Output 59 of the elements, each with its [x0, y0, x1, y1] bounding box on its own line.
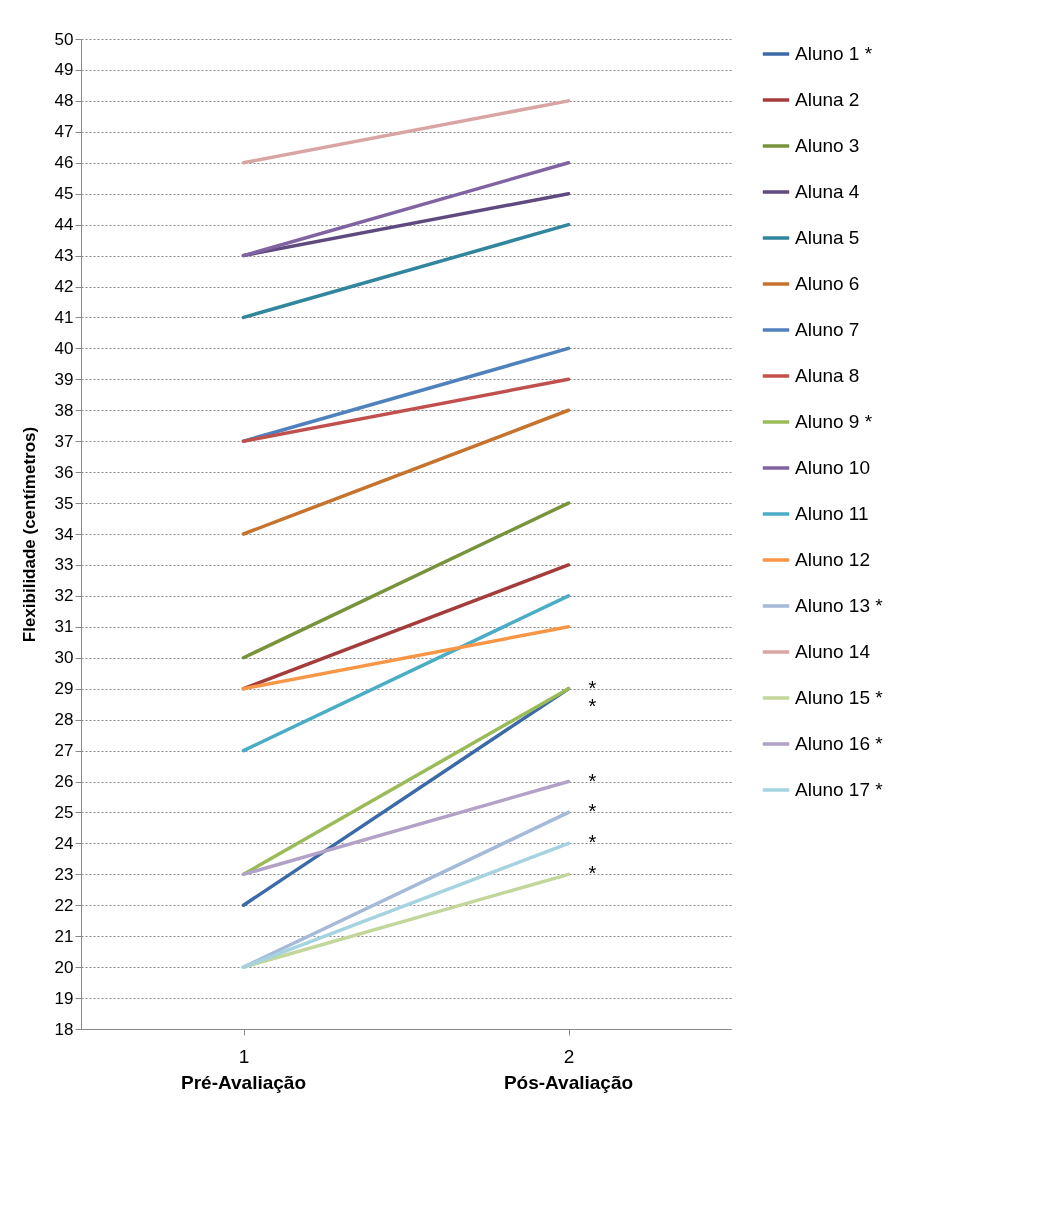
y-tick-label: 45 [54, 184, 74, 204]
y-tick-label: 34 [54, 524, 74, 544]
y-tick-label: 35 [54, 493, 74, 513]
y-tick-label: 27 [54, 741, 74, 761]
y-tick-label: 26 [54, 772, 74, 791]
y-tick-label: 25 [54, 802, 74, 822]
y-tick-label: 30 [54, 648, 74, 668]
legend-label: Aluna 2 [795, 89, 860, 110]
y-tick-label: 49 [54, 60, 74, 80]
legend-label: Aluno 3 [795, 135, 860, 156]
y-tick-label: 38 [54, 400, 74, 420]
y-tick-label: 33 [54, 555, 74, 575]
y-tick-label: 23 [54, 864, 74, 884]
y-tick-label: 31 [54, 617, 74, 637]
y-tick-label: 28 [54, 710, 74, 730]
y-tick-label: 24 [54, 833, 74, 853]
legend-label: Aluno 16 * [795, 733, 884, 754]
legend-label: Aluna 8 [795, 365, 860, 386]
y-tick-label: 36 [54, 462, 74, 482]
y-tick-label: 32 [54, 586, 74, 606]
x-tick-label: 1 [238, 1045, 250, 1067]
y-tick-label: 47 [54, 122, 74, 142]
legend-label: Aluno 7 [795, 319, 860, 340]
y-tick-label: 48 [54, 91, 74, 111]
y-tick-label: 41 [54, 307, 74, 327]
annotation: * [588, 769, 597, 792]
legend-label: Aluna 5 [795, 227, 860, 248]
legend-label: Aluno 12 [795, 549, 871, 570]
y-tick-label: 19 [54, 988, 74, 1008]
annotation: * [588, 831, 597, 854]
x-tick-label: 2 [563, 1045, 575, 1067]
legend-label: Aluno 6 [795, 273, 860, 294]
y-tick-label: 46 [54, 153, 74, 173]
y-tick-label: 37 [54, 431, 74, 451]
legend-label: Aluno 11 [795, 503, 869, 524]
y-tick-label: 43 [54, 246, 74, 266]
y-tick-label: 20 [54, 957, 74, 977]
y-tick-label: 42 [54, 277, 74, 296]
text: Pós-Avaliação [503, 1072, 634, 1093]
text: Pré-Avaliação [181, 1072, 306, 1093]
legend-label: Aluno 1 * [795, 43, 873, 64]
legend-label: Aluna 4 [795, 181, 860, 202]
annotation: * [588, 800, 597, 823]
annotation: * [588, 862, 597, 885]
y-tick-label: 18 [54, 1019, 74, 1039]
legend-label: Aluno 10 [795, 457, 871, 478]
y-tick-label: 22 [54, 895, 74, 915]
legend-label: Aluno 15 * [795, 687, 884, 708]
y-axis-title: Flexibilidade (centímetros) [19, 426, 39, 643]
legend-label: Aluno 17 * [795, 779, 884, 800]
legend-label: Aluno 14 [795, 641, 871, 662]
y-tick-label: 40 [54, 338, 74, 358]
y-tick-label: 44 [54, 215, 74, 235]
legend-label: Aluno 13 * [795, 595, 884, 616]
y-tick-label: 39 [54, 369, 74, 389]
y-tick-label: 21 [54, 926, 74, 946]
y-tick-label: 50 [54, 29, 74, 49]
y-tick-label: 29 [54, 679, 74, 699]
legend-label: Aluno 9 * [795, 411, 873, 432]
